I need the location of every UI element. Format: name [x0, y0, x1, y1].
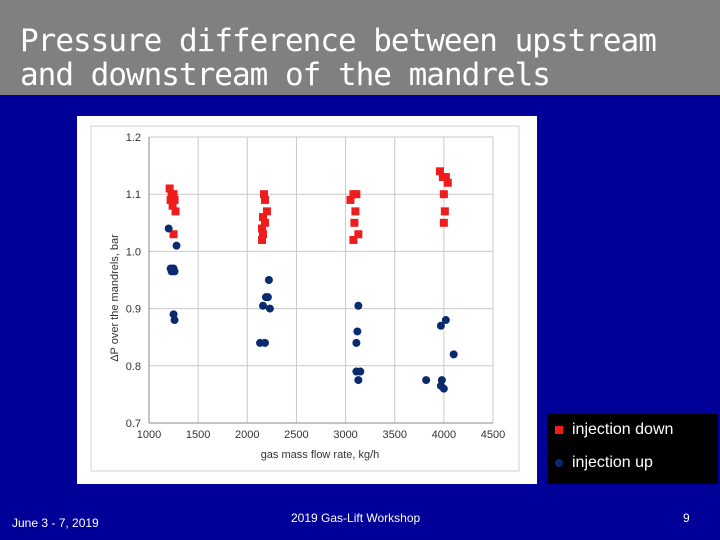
data-point-injection-down — [259, 213, 268, 222]
x-axis-label: gas mass flow rate, kg/h — [261, 449, 380, 461]
data-point-injection-down — [260, 218, 269, 227]
data-point-injection-up — [353, 327, 362, 336]
x-tick-label: 3000 — [333, 429, 357, 441]
x-tick-label: 2500 — [284, 429, 308, 441]
x-tick-label: 3500 — [382, 429, 406, 441]
data-point-injection-up — [439, 384, 448, 393]
footer-date: June 3 - 7, 2019 — [12, 516, 99, 530]
legend-item-injection-up: injection up — [555, 454, 653, 472]
data-point-injection-up — [354, 301, 363, 310]
y-axis-label: ΔP over the mandrels, bar — [109, 234, 121, 362]
legend-label-down: injection down — [572, 421, 674, 438]
axes — [148, 137, 493, 424]
y-tick-label: 1.0 — [126, 246, 141, 258]
data-point-injection-up — [356, 367, 365, 376]
data-point-injection-down — [352, 190, 361, 199]
data-point-injection-down — [165, 184, 174, 193]
data-point-injection-down — [443, 178, 452, 187]
data-point-injection-down — [169, 190, 178, 199]
data-point-injection-down — [260, 195, 269, 204]
x-tick-label: 1000 — [137, 429, 161, 441]
data-point-injection-up — [352, 338, 361, 347]
data-point-injection-up — [449, 350, 458, 359]
y-tick-label: 1.2 — [126, 132, 141, 144]
chart-panel: 1000 1500 2000 2500 3000 3500 4000 4500 0.7 0.8 0.… — [77, 116, 537, 484]
data-point-injection-up — [170, 267, 179, 276]
y-tick-label: 0.8 — [126, 361, 141, 373]
chart-frame — [90, 125, 520, 472]
data-point-injection-down — [354, 230, 363, 239]
footer-workshop: 2019 Gas-Lift Workshop — [291, 511, 421, 525]
data-point-injection-up — [265, 304, 274, 313]
data-point-injection-down — [349, 235, 358, 244]
blue-circle-icon — [555, 459, 563, 467]
y-tick-label: 1.1 — [126, 189, 141, 201]
slide-title: Pressure difference between upstream and… — [20, 23, 657, 93]
data-point-injection-down — [258, 224, 267, 233]
data-point-injection-down — [258, 235, 267, 244]
data-point-injection-down — [171, 207, 180, 216]
data-point-injection-up — [354, 376, 363, 385]
data-point-injection-down — [168, 201, 177, 210]
tick-labels: 1000 1500 2000 2500 3000 3500 4000 4500 0.7 0.8 0.… — [126, 132, 506, 441]
scatter-chart: 1000 1500 2000 2500 3000 3500 4000 4500 0.7 0.8 0.… — [90, 125, 520, 472]
data-point-injection-up — [172, 241, 181, 250]
x-tick-label: 2000 — [235, 429, 259, 441]
page-number: 9 — [683, 511, 690, 525]
data-point-injection-down — [351, 207, 360, 216]
grid — [148, 136, 494, 424]
red-square-icon — [555, 426, 563, 434]
data-point-injection-down — [346, 195, 355, 204]
data-point-injection-up — [259, 301, 268, 310]
data-point-injection-down — [259, 230, 268, 239]
data-point-injection-down — [262, 207, 271, 216]
data-point-injection-up — [170, 316, 179, 325]
legend-item-injection-down: injection down — [555, 421, 673, 439]
data-point-injection-down — [350, 218, 359, 227]
x-tick-label: 4500 — [481, 429, 505, 441]
title-bar: Pressure difference between upstream and… — [0, 0, 720, 95]
data-point-injection-up — [422, 376, 431, 385]
data-point-injection-down — [439, 190, 448, 199]
data-point-injection-down — [435, 167, 444, 176]
y-tick-label: 0.7 — [126, 418, 141, 430]
data-point-injection-down — [439, 218, 448, 227]
y-tick-label: 0.9 — [126, 304, 141, 316]
data-point-injection-up — [264, 276, 273, 284]
x-tick-label: 4000 — [432, 429, 456, 441]
slide-title-line-1: Pressure difference between upstream — [20, 23, 657, 59]
data-point-injection-down — [170, 195, 179, 204]
data-point-injection-up — [263, 293, 272, 302]
slide-title-line-2: and downstream of the mandrels — [20, 57, 551, 93]
x-tick-label: 1500 — [186, 429, 210, 441]
data-point-injection-up — [436, 321, 445, 330]
data-point-injection-up — [164, 224, 173, 233]
data-point-injection-down — [169, 230, 178, 239]
data-point-injection-down — [441, 173, 450, 182]
data-point-injection-up — [441, 316, 450, 325]
data-marks — [164, 167, 458, 393]
data-point-injection-down — [440, 207, 449, 216]
data-point-injection-down — [259, 190, 268, 199]
legend-label-up: injection up — [572, 454, 653, 471]
legend: injection down injection up — [547, 414, 718, 484]
data-point-injection-up — [260, 338, 269, 347]
